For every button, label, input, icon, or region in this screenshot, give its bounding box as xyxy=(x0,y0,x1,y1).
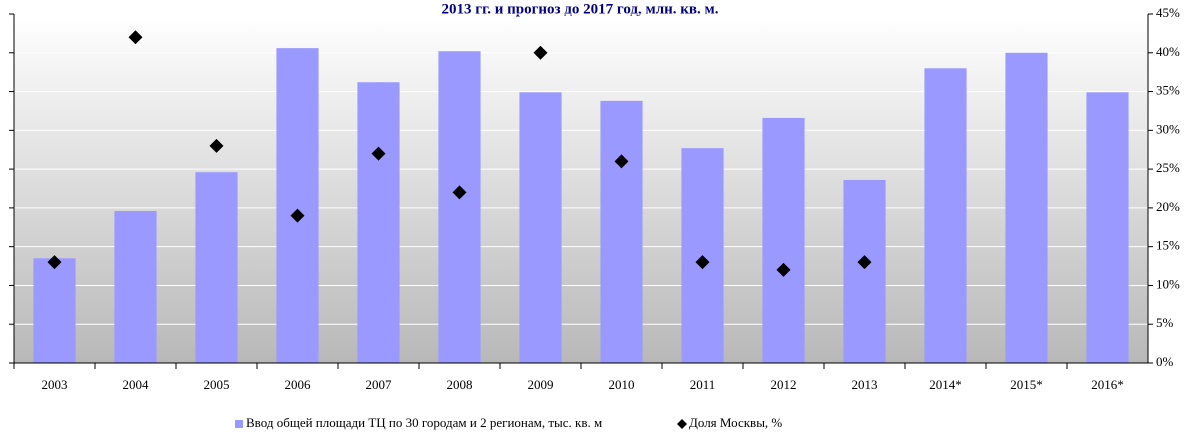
x-tick-label: 2004 xyxy=(123,377,150,392)
y2-tick-label: 5% xyxy=(1156,315,1174,330)
bar xyxy=(33,258,76,363)
plot-area xyxy=(14,14,1148,363)
x-tick-label: 2015* xyxy=(1010,377,1043,392)
y2-tick-label: 15% xyxy=(1156,238,1180,253)
y2-tick-label: 30% xyxy=(1156,121,1180,136)
x-tick-label: 2010 xyxy=(609,377,635,392)
chart-title: 2013 гг. и прогноз до 2017 год, млн. кв.… xyxy=(442,1,719,17)
bar xyxy=(1086,92,1129,363)
legend-label: Доля Москвы, % xyxy=(689,415,782,430)
diamond-marker xyxy=(452,185,467,200)
x-tick-label: 2011 xyxy=(690,377,716,392)
diamond-marker xyxy=(533,45,548,60)
diamond-marker xyxy=(776,262,791,277)
bar xyxy=(357,82,400,363)
y2-tick-label: 45% xyxy=(1156,5,1180,20)
y2-tick-label: 0% xyxy=(1156,354,1174,369)
bar xyxy=(762,117,805,364)
x-tick-label: 2013 xyxy=(852,377,878,392)
x-tick-label: 2006 xyxy=(285,377,312,392)
legend-marker xyxy=(677,419,687,429)
diamond-marker xyxy=(857,255,872,270)
x-tick-label: 2007 xyxy=(366,377,393,392)
bar xyxy=(195,172,238,363)
y2-tick-label: 40% xyxy=(1156,44,1180,59)
x-tick-label: 2014* xyxy=(929,377,962,392)
diamond-marker xyxy=(209,138,224,153)
x-tick-label: 2003 xyxy=(42,377,68,392)
bar xyxy=(843,179,886,363)
diamond-marker xyxy=(371,146,386,161)
legend-marker xyxy=(235,420,243,428)
x-tick-label: 2012 xyxy=(771,377,797,392)
x-tick-label: 2005 xyxy=(204,377,230,392)
diamond-marker xyxy=(128,30,143,45)
bar xyxy=(114,210,157,363)
y2-tick-label: 10% xyxy=(1156,276,1180,291)
x-tick-label: 2008 xyxy=(447,377,473,392)
diamond-marker xyxy=(47,255,62,270)
bar xyxy=(1005,52,1048,364)
legend-label: Ввод общей площади ТЦ по 30 городам и 2 … xyxy=(246,415,602,430)
x-tick-label: 2016* xyxy=(1091,377,1124,392)
bar xyxy=(276,48,319,363)
bar xyxy=(519,92,562,363)
y2-tick-label: 25% xyxy=(1156,160,1180,175)
bar xyxy=(438,51,481,364)
diamond-marker xyxy=(614,154,629,169)
y2-tick-label: 20% xyxy=(1156,199,1180,214)
bar xyxy=(600,100,643,364)
x-tick-label: 2009 xyxy=(528,377,554,392)
diamond-marker xyxy=(290,208,305,223)
diamond-marker xyxy=(695,255,710,270)
bar xyxy=(924,68,967,364)
y2-tick-label: 35% xyxy=(1156,83,1180,98)
